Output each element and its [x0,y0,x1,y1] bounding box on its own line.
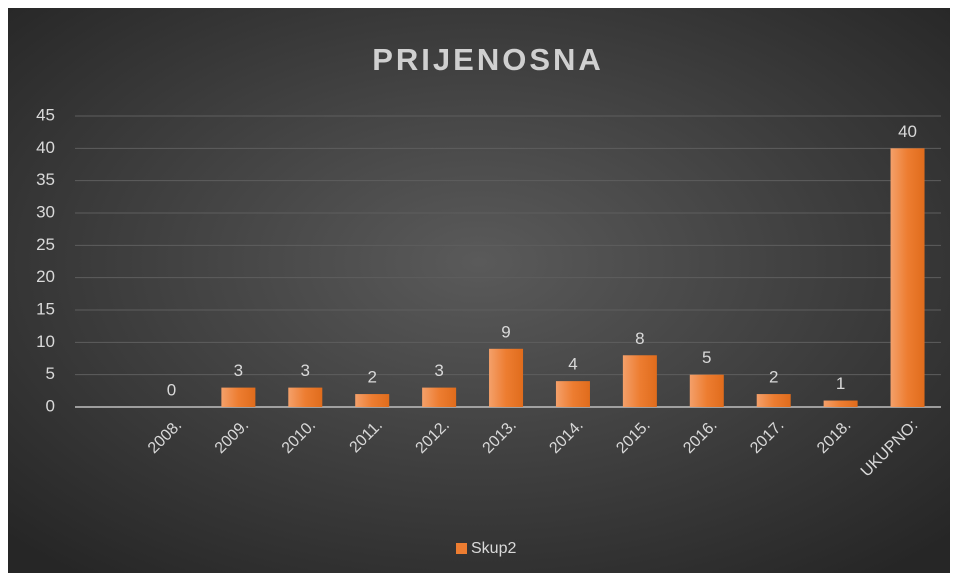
data-label: 0 [167,380,176,399]
bar [422,387,457,407]
bar [890,148,925,408]
y-tick-label: 15 [36,299,55,318]
data-label: 9 [501,322,510,341]
data-label: 2 [769,368,778,387]
bar [756,394,791,407]
data-label: 3 [301,361,310,380]
bar [689,374,724,407]
bar [489,348,524,407]
y-tick-label: 35 [36,170,55,189]
y-tick-label: 20 [36,267,55,286]
data-label: 3 [434,361,443,380]
bar [355,394,390,407]
chart-background [8,8,950,573]
data-label: 5 [702,348,711,367]
data-label: 8 [635,329,644,348]
y-tick-label: 30 [36,202,55,221]
bar [555,381,590,407]
y-tick-label: 5 [46,364,55,383]
bar [288,387,323,407]
y-tick-label: 45 [36,105,55,124]
data-label: 4 [568,355,577,374]
legend-swatch [456,543,467,554]
data-label: 3 [234,361,243,380]
y-tick-label: 10 [36,332,55,351]
data-label: 1 [836,374,845,393]
y-tick-label: 0 [46,396,55,415]
data-label: 40 [898,122,917,141]
chart-title: PRIJENOSNA [372,42,604,77]
y-tick-label: 40 [36,138,55,157]
bar [823,400,858,407]
legend-label: Skup2 [471,540,516,557]
bar [221,387,256,407]
data-label: 2 [367,368,376,387]
bar [622,355,657,407]
y-tick-label: 25 [36,235,55,254]
